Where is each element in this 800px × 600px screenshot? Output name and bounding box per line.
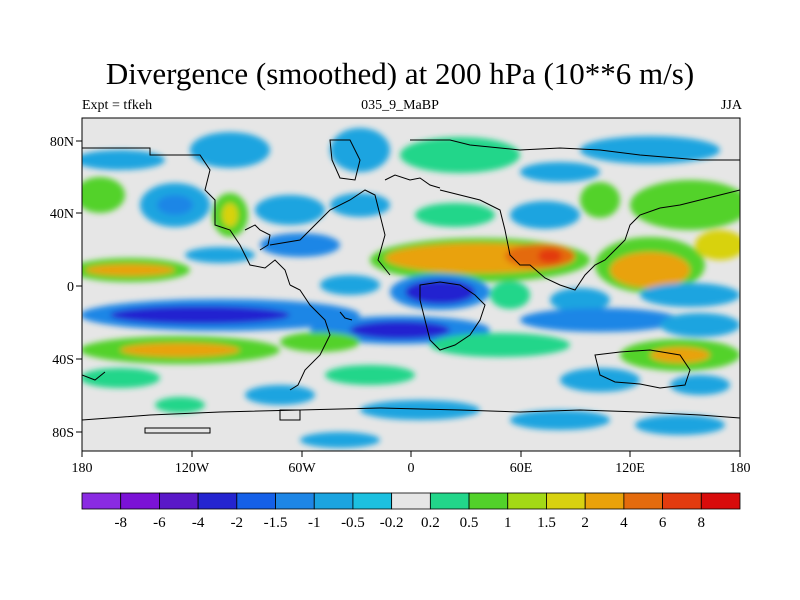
colorbar-box — [236, 492, 276, 510]
colorbar-label: 1.5 — [537, 515, 556, 531]
lon-label-60e: 60E — [510, 461, 533, 476]
colorbar-label: 2 — [581, 515, 589, 531]
colorbar-box — [507, 492, 547, 510]
lon-label-120e: 120E — [615, 461, 645, 476]
lat-label-80n: 80N — [50, 135, 74, 150]
colorbar-label: 6 — [659, 515, 667, 531]
colorbar-box — [468, 492, 509, 510]
colorbar-label: -0.2 — [380, 515, 404, 531]
colorbar-box — [313, 492, 354, 510]
colorbar-label: -6 — [153, 515, 166, 531]
colorbar-label: -2 — [231, 515, 244, 531]
colorbar-label: -1.5 — [264, 515, 288, 531]
colorbar-label: 0.5 — [460, 515, 479, 531]
season-label: JJA — [720, 98, 742, 113]
colorbar-box — [391, 492, 431, 510]
colorbar-box — [352, 492, 393, 510]
lat-label-40s: 40S — [52, 353, 74, 368]
run-id-label: 035_9_MaBP — [361, 98, 439, 113]
experiment-label: Expt = tfkeh — [82, 98, 153, 113]
plot-title: Divergence (smoothed) at 200 hPa (10**6 … — [105, 56, 695, 91]
colorbar-label: 4 — [620, 515, 628, 531]
lat-label-0: 0 — [67, 280, 74, 295]
colorbar: -8 -6 -4 -2 -1.5 -1 -0.5 -0.2 0.2 0.5 1 1.5 2 4 6 8 — [81, 492, 741, 531]
colorbar-box — [700, 492, 741, 510]
lon-label-60w: 60W — [288, 461, 316, 476]
colorbar-box — [546, 492, 586, 510]
colorbar-box — [584, 492, 625, 510]
lat-label-40n: 40N — [50, 207, 74, 222]
colorbar-box — [159, 492, 199, 510]
lon-label-180e: 180 — [730, 461, 751, 476]
colorbar-label: -4 — [192, 515, 205, 531]
lon-label-180w: 180 — [72, 461, 93, 476]
colorbar-box — [662, 492, 702, 510]
colorbar-box — [120, 492, 160, 510]
colorbar-label: 8 — [698, 515, 706, 531]
coastlines — [82, 139, 740, 434]
colorbar-box — [81, 492, 122, 510]
colorbar-box — [275, 492, 315, 510]
lon-label-0: 0 — [408, 461, 415, 476]
colorbar-label: 1 — [504, 515, 512, 531]
colorbar-box — [623, 492, 663, 510]
colorbar-box — [197, 492, 238, 510]
lon-label-120w: 120W — [175, 461, 210, 476]
colorbar-label: -0.5 — [341, 515, 365, 531]
colorbar-label: -8 — [114, 515, 127, 531]
longitude-axis: 180 120W 60W 0 60E 120E 180 — [72, 451, 751, 476]
colorbar-label: 0.2 — [421, 515, 440, 531]
colorbar-label: -1 — [308, 515, 321, 531]
latitude-axis: 80N 40N 0 40S 80S — [50, 135, 82, 441]
lat-label-80s: 80S — [52, 426, 74, 441]
divergence-field — [82, 118, 740, 451]
colorbar-box — [429, 492, 470, 510]
